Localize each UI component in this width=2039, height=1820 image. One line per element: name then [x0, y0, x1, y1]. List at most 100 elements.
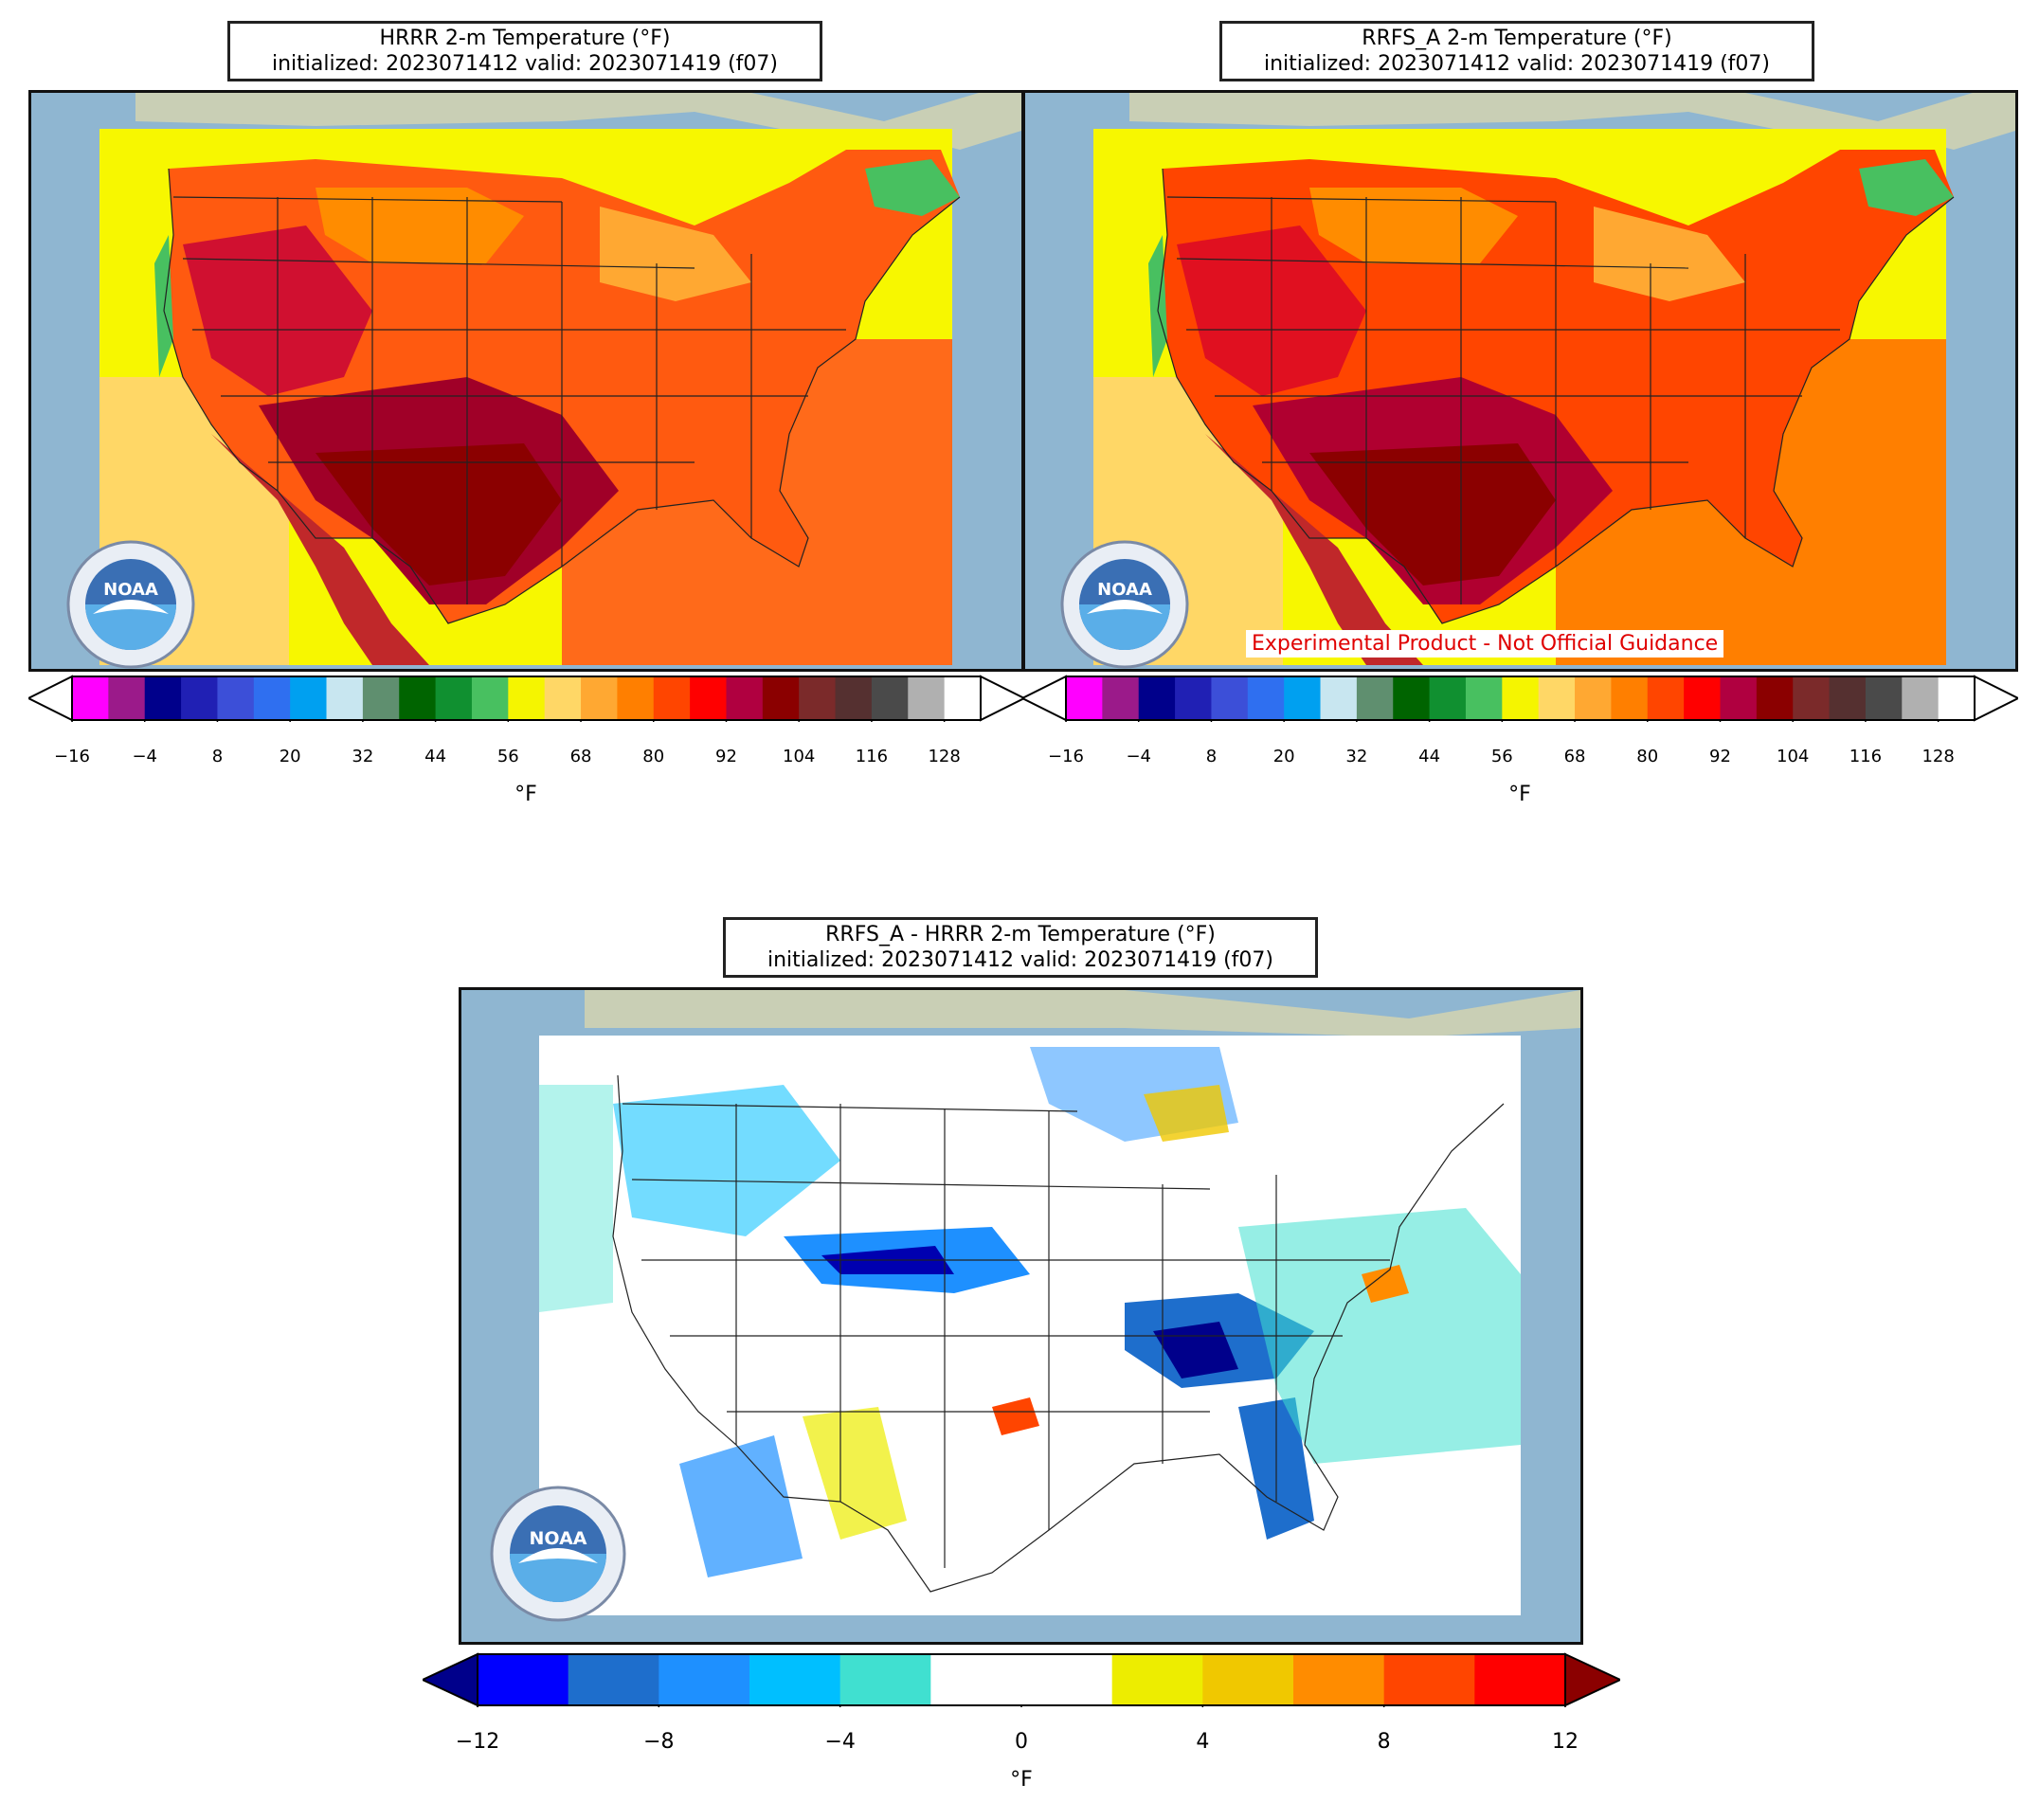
- hrrr-colorbar-unit: °F: [514, 783, 537, 806]
- hrrr-colorbar-cell: [435, 676, 473, 720]
- hrrr-colorbar-tick-label: 56: [496, 747, 519, 766]
- rrfs-title-line2: initialized: 2023071412 valid: 202307141…: [1264, 52, 1770, 76]
- canada-land: [135, 93, 1021, 150]
- diff-colorbar-cell: [1021, 1654, 1113, 1705]
- rrfs-colorbar-svg: [1020, 675, 2021, 730]
- svg-text:NOAA: NOAA: [530, 1528, 587, 1549]
- rrfs-colorbar-cell: [1138, 676, 1176, 720]
- noaa-logo: NOAA: [66, 540, 195, 669]
- diff-colorbar-tick-label: 12: [1552, 1730, 1579, 1754]
- rrfs-colorbar-tick-label: 116: [1849, 747, 1883, 766]
- diff-colorbar-cell: [568, 1654, 659, 1705]
- hrrr-colorbar-cell: [835, 676, 873, 720]
- hrrr-map[interactable]: NOAA: [28, 90, 1024, 672]
- hrrr-colorbar-cell: [581, 676, 618, 720]
- rrfs-colorbar-unit: °F: [1508, 783, 1531, 806]
- rrfs-colorbar-cell: [1865, 676, 1903, 720]
- diff-colorbar-tick-label: 4: [1196, 1730, 1210, 1754]
- diff-title-line1: RRFS_A - HRRR 2-m Temperature (°F): [825, 923, 1216, 946]
- rrfs-colorbar-cell: [1356, 676, 1394, 720]
- diff-title: RRFS_A - HRRR 2-m Temperature (°F) initi…: [723, 917, 1318, 978]
- rrfs-colorbar-cell: [1756, 676, 1794, 720]
- hrrr-colorbar-outline: [71, 676, 982, 721]
- rrfs-colorbar-extend-low: [1020, 675, 1067, 722]
- rrfs-colorbar-cell: [1902, 676, 1940, 720]
- hrrr-colorbar-cell: [617, 676, 655, 720]
- diff-map[interactable]: NOAA: [459, 987, 1583, 1645]
- diff-colorbar-cell: [1293, 1654, 1385, 1705]
- rrfs-colorbar: [1020, 675, 2021, 730]
- diff-colorbar-tick-label: −12: [455, 1730, 500, 1754]
- rrfs-colorbar-extend-high: [1974, 675, 2021, 722]
- hrrr-colorbar-cell: [290, 676, 328, 720]
- rrfs-colorbar-cell: [1320, 676, 1358, 720]
- rrfs-colorbar-tick-label: 104: [1777, 747, 1810, 766]
- diff-title-line2: initialized: 2023071412 valid: 202307141…: [767, 948, 1273, 972]
- rrfs-colorbar-tick-label: 8: [1205, 747, 1218, 766]
- rrfs-colorbar-tick-label: 128: [1922, 747, 1955, 766]
- hrrr-title-line1: HRRR 2-m Temperature (°F): [379, 27, 671, 50]
- diff-colorbar-cell: [839, 1654, 931, 1705]
- hrrr-colorbar-tick-label: 116: [855, 747, 889, 766]
- hrrr-colorbar-tick-label: 128: [928, 747, 961, 766]
- rrfs-colorbar-tick-label: 20: [1272, 747, 1295, 766]
- diff-colorbar-cell: [1202, 1654, 1294, 1705]
- rrfs-colorbar-outline: [1065, 676, 1976, 721]
- hrrr-colorbar-cell: [362, 676, 400, 720]
- diff-boundaries: [612, 1074, 1505, 1593]
- hrrr-colorbar-ticks: −16 −4 8 20 32 44 56 68 80 92 104 116 128: [28, 747, 1024, 771]
- hrrr-colorbar-tick-label: 104: [783, 747, 816, 766]
- rrfs-colorbar-cell: [1684, 676, 1721, 720]
- rrfs-colorbar-cell: [1175, 676, 1212, 720]
- hrrr-colorbar-cell: [908, 676, 946, 720]
- rrfs-colorbar-cell: [1720, 676, 1758, 720]
- hrrr-colorbar-svg: [26, 675, 1027, 730]
- diff-colorbar-svg: [420, 1652, 1623, 1707]
- rrfs-colorbar-cell: [1938, 676, 1975, 720]
- rrfs-colorbar-tick-label: 80: [1636, 747, 1659, 766]
- diff-colorbar-tick-label: 0: [1015, 1730, 1028, 1754]
- hrrr-colorbar-extend-low: [26, 675, 73, 722]
- rrfs-colorbar-ticks: −16 −4 8 20 32 44 56 68 80 92 104 116 128: [1022, 747, 2018, 771]
- diff-colorbar-cell: [930, 1654, 1022, 1705]
- noaa-logo: NOAA: [1060, 540, 1189, 669]
- hrrr-colorbar: [26, 675, 1027, 730]
- hrrr-colorbar-cell: [399, 676, 437, 720]
- diff-colorbar-cell: [659, 1654, 750, 1705]
- rrfs-colorbar-cell: [1429, 676, 1467, 720]
- rrfs-colorbar-cell: [1829, 676, 1867, 720]
- rrfs-map[interactable]: NOAA: [1022, 90, 2018, 672]
- rrfs-colorbar-cell: [1502, 676, 1540, 720]
- hrrr-colorbar-tick-label: 8: [211, 747, 224, 766]
- rrfs-colorbar-tick-label: 44: [1418, 747, 1441, 766]
- diff-colorbar-cell: [1111, 1654, 1203, 1705]
- diff-colorbar-unit: °F: [1010, 1768, 1033, 1792]
- hrrr-colorbar-cell: [726, 676, 764, 720]
- hrrr-colorbar-cell: [217, 676, 255, 720]
- hrrr-colorbar-cell: [508, 676, 546, 720]
- rrfs-title-line1: RRFS_A 2-m Temperature (°F): [1362, 27, 1672, 50]
- diff-colorbar-extend-low: [420, 1652, 478, 1707]
- rrfs-colorbar-cell: [1247, 676, 1285, 720]
- rrfs-colorbar-cell: [1538, 676, 1576, 720]
- svg-text:NOAA: NOAA: [1097, 580, 1152, 600]
- rrfs-colorbar-tick-label: −4: [1126, 747, 1151, 766]
- hrrr-title-line2: initialized: 2023071412 valid: 202307141…: [272, 52, 778, 76]
- rrfs-colorbar-cell: [1465, 676, 1503, 720]
- hrrr-colorbar-tick-label: 92: [715, 747, 737, 766]
- hrrr-colorbar-cell: [799, 676, 837, 720]
- hrrr-colorbar-tick-label: 20: [279, 747, 301, 766]
- rrfs-colorbar-tick-label: 68: [1563, 747, 1586, 766]
- rrfs-colorbar-cell: [1793, 676, 1831, 720]
- rrfs-colorbar-cell: [1284, 676, 1322, 720]
- diff-colorbar-cell: [478, 1654, 569, 1705]
- rrfs-title: RRFS_A 2-m Temperature (°F) initialized:…: [1219, 21, 1814, 81]
- experimental-disclaimer: Experimental Product - Not Official Guid…: [1246, 630, 1724, 658]
- diff-colorbar-cell: [1383, 1654, 1475, 1705]
- hrrr-colorbar-tick-label: 68: [569, 747, 592, 766]
- rrfs-colorbar-cell: [1575, 676, 1612, 720]
- diff-colorbar: [420, 1652, 1623, 1707]
- diff-colorbar-tick-label: 8: [1377, 1730, 1391, 1754]
- hrrr-colorbar-cell: [690, 676, 727, 720]
- hrrr-colorbar-tick-label: 80: [642, 747, 665, 766]
